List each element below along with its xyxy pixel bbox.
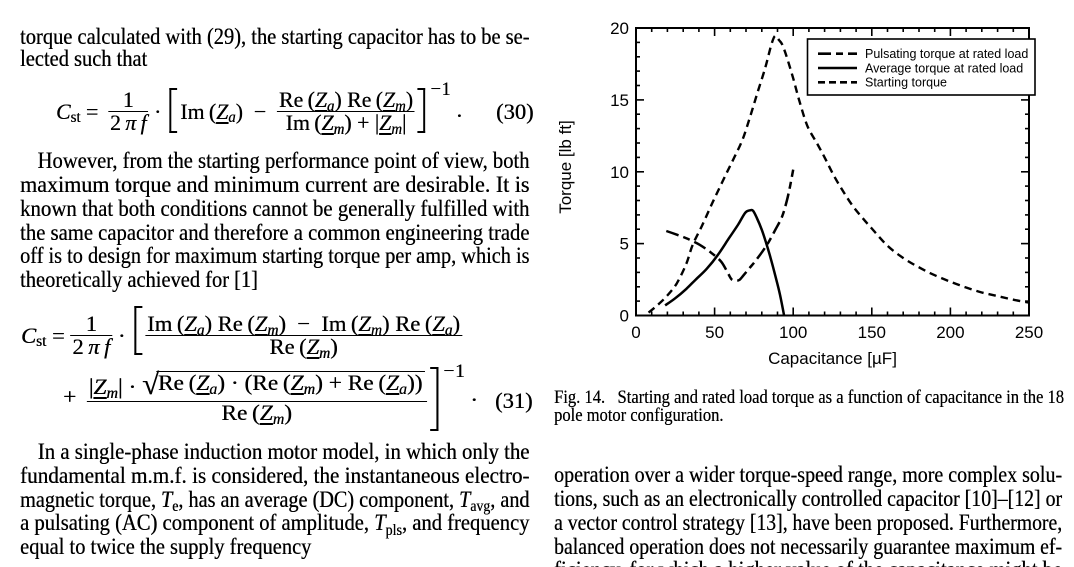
svg-text:0: 0: [631, 323, 640, 342]
svg-text:150: 150: [858, 323, 886, 342]
svg-text:20: 20: [610, 19, 629, 38]
svg-text:5: 5: [620, 235, 629, 254]
svg-text:50: 50: [705, 323, 724, 342]
svg-text:Average torque at rated load: Average torque at rated load: [865, 61, 1023, 75]
svg-text:Pulsating torque at rated load: Pulsating torque at rated load: [865, 47, 1028, 61]
svg-text:0: 0: [620, 307, 629, 326]
svg-text:10: 10: [610, 163, 629, 182]
svg-text:Torque [lb ft]: Torque [lb ft]: [556, 120, 575, 214]
svg-text:200: 200: [936, 323, 964, 342]
svg-text:Starting torque: Starting torque: [865, 76, 947, 90]
svg-text:Capacitance [µF]: Capacitance [µF]: [768, 349, 897, 368]
svg-text:100: 100: [779, 323, 807, 342]
svg-text:15: 15: [610, 91, 629, 110]
svg-text:250: 250: [1015, 323, 1043, 342]
